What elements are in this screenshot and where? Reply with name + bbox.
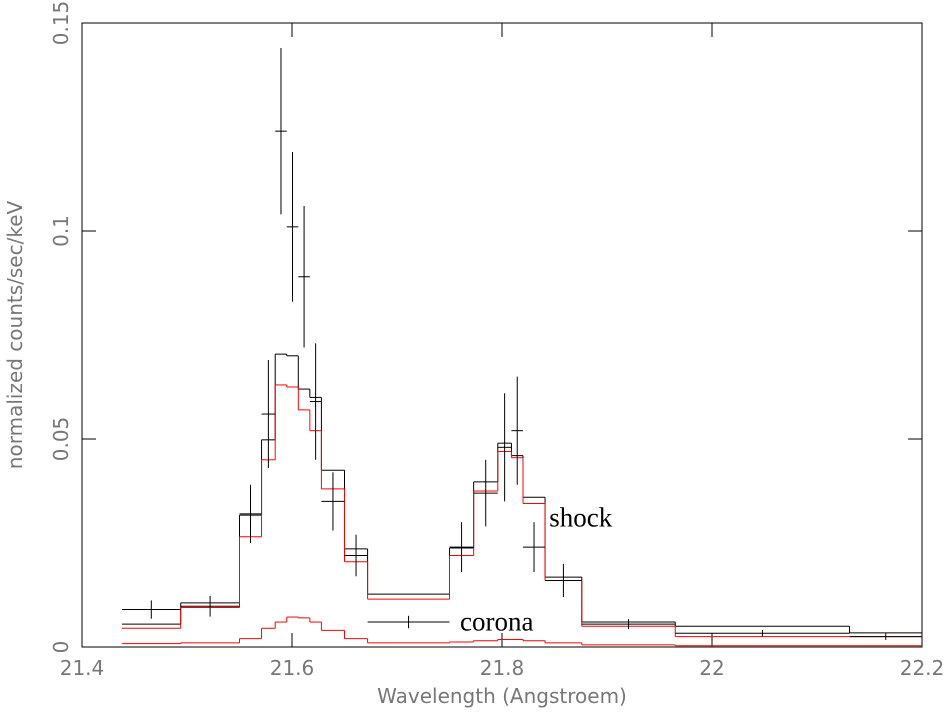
y-tick-label: 0 xyxy=(49,641,73,654)
x-tick-label: 22 xyxy=(699,656,724,680)
annotation: shock xyxy=(549,502,612,532)
y-tick-label: 0.05 xyxy=(49,417,73,462)
plot-frame xyxy=(81,22,923,648)
y-tick-label: 0.15 xyxy=(49,1,73,46)
y-tick-label: 0.1 xyxy=(49,215,73,247)
x-axis-label: Wavelength (Angstroem) xyxy=(377,684,627,708)
x-tick-label: 21.4 xyxy=(60,656,105,680)
x-tick-label: 21.6 xyxy=(270,656,315,680)
x-tick-label: 21.8 xyxy=(480,656,525,680)
y-axis-label: normalized counts/sec/keV xyxy=(3,200,27,469)
annotation: corona xyxy=(460,606,533,636)
x-tick-label: 22.2 xyxy=(900,656,945,680)
